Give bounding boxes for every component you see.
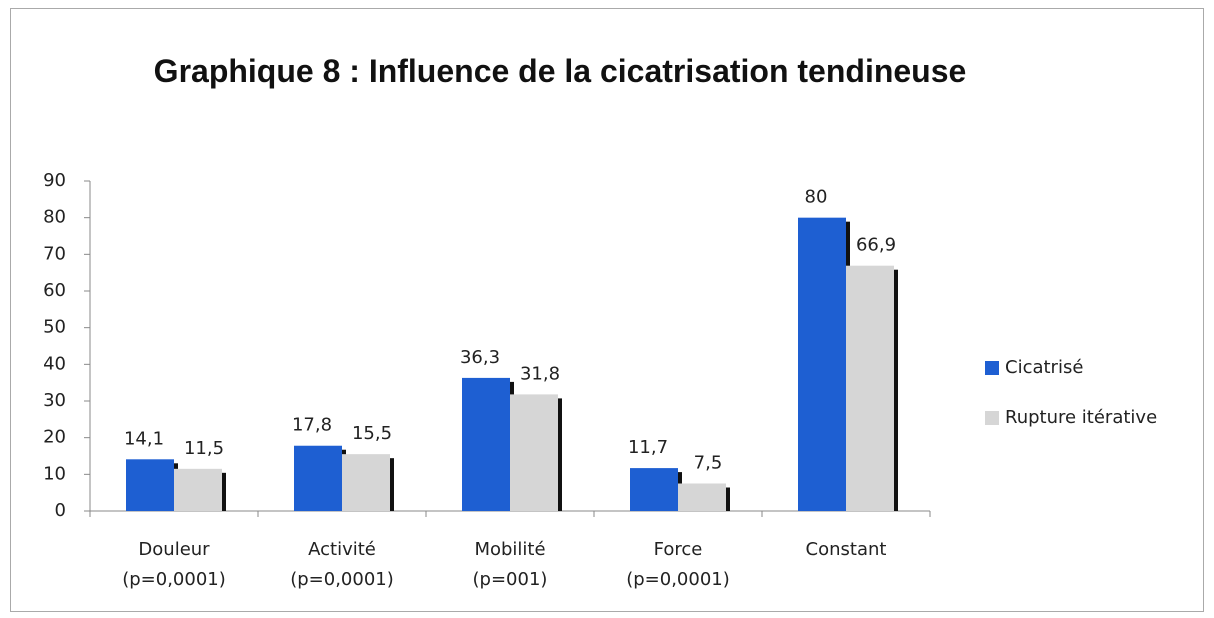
y-tick-label: 20 xyxy=(43,427,66,448)
chart-frame xyxy=(10,8,1204,612)
data-label: 80 xyxy=(805,187,828,208)
bar xyxy=(174,468,222,511)
y-tick-label: 0 xyxy=(55,500,66,521)
data-label: 14,1 xyxy=(124,428,164,449)
bar xyxy=(462,377,510,511)
bar xyxy=(798,217,846,511)
bar xyxy=(342,454,390,511)
y-tick-label: 80 xyxy=(43,207,66,228)
bar xyxy=(126,459,174,511)
y-tick-label: 90 xyxy=(43,170,66,191)
legend-swatch xyxy=(985,361,999,375)
data-label: 31,8 xyxy=(520,363,560,384)
legend-swatch xyxy=(985,411,999,425)
data-label: 11,5 xyxy=(184,438,224,459)
legend-label: Rupture itérative xyxy=(1005,407,1157,428)
x-tick-label: Constant xyxy=(805,539,887,560)
y-tick-label: 60 xyxy=(43,280,66,301)
y-tick-label: 70 xyxy=(43,243,66,264)
data-label: 36,3 xyxy=(460,347,500,368)
bar xyxy=(678,483,726,511)
data-label: 7,5 xyxy=(694,453,723,474)
y-tick-label: 30 xyxy=(43,390,66,411)
x-tick-label: Douleur (p=0,0001) xyxy=(122,539,226,590)
data-label: 15,5 xyxy=(352,423,392,444)
data-label: 11,7 xyxy=(628,437,668,458)
y-tick-label: 50 xyxy=(43,317,66,338)
x-tick-label: Force (p=0,0001) xyxy=(626,539,730,590)
y-tick-label: 40 xyxy=(43,353,66,374)
data-label: 66,9 xyxy=(856,235,896,256)
x-tick-label: Activité (p=0,0001) xyxy=(290,539,394,590)
data-label: 17,8 xyxy=(292,415,332,436)
bar xyxy=(846,265,894,511)
x-tick-label: Mobilité (p=001) xyxy=(472,539,548,590)
legend-label: Cicatrisé xyxy=(1005,357,1083,378)
bar xyxy=(510,394,558,511)
bar xyxy=(294,445,342,511)
bar xyxy=(630,468,678,511)
y-tick-label: 10 xyxy=(43,463,66,484)
chart-title: Graphique 8 : Influence de la cicatrisat… xyxy=(153,53,967,89)
